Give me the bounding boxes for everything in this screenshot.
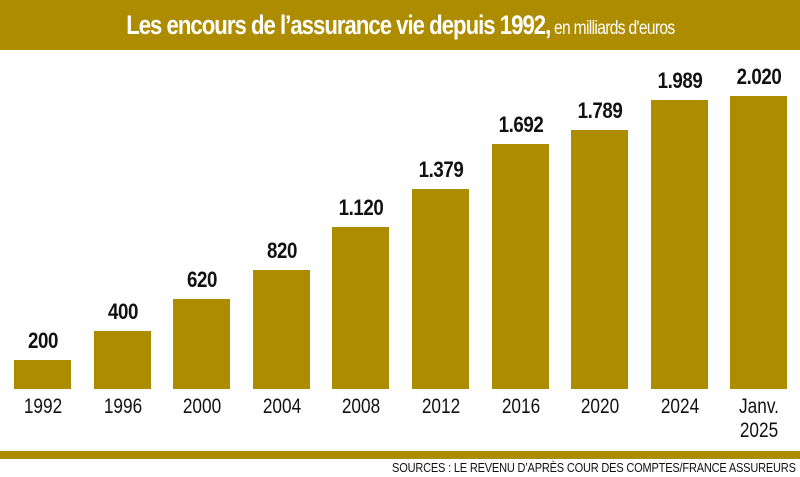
bar-value-label: 200 <box>27 328 58 353</box>
x-axis-label: 1996 <box>103 395 142 418</box>
chart-title-banner: Les encours de l’assurance vie depuis 19… <box>0 0 800 50</box>
x-axis-label: 2000 <box>182 395 221 418</box>
bar-chart: 200 1992 400 1996 620 2000 820 2004 1.120 2008 1.3… <box>0 50 800 450</box>
source-note: SOURCES : LE REVENU D’APRÈS COUR DES COM… <box>392 461 796 475</box>
bar-value-label: 1.379 <box>418 157 463 182</box>
bar <box>412 189 469 389</box>
bar-value-label: 400 <box>107 299 138 324</box>
x-axis-label: 1992 <box>23 395 62 418</box>
bottom-rule <box>0 451 800 459</box>
bar <box>14 360 71 389</box>
x-axis-label: 2020 <box>580 395 619 418</box>
bar-value-label: 1.989 <box>657 68 702 93</box>
x-axis-label: 2012 <box>421 395 460 418</box>
bar-value-label: 1.120 <box>338 195 383 220</box>
bar-value-label: 1.789 <box>577 98 622 123</box>
x-axis-label: 2024 <box>660 395 699 418</box>
bar <box>571 130 628 389</box>
bar-value-label: 1.692 <box>498 112 543 137</box>
x-axis-label: Janv. 2025 <box>738 395 779 442</box>
x-axis-label: 2016 <box>501 395 540 418</box>
bar-value-label: 820 <box>266 238 297 263</box>
chart-title: Les encours de l’assurance vie depuis 19… <box>125 9 675 41</box>
x-axis-label: 2004 <box>262 395 301 418</box>
bar <box>651 100 708 389</box>
x-axis-label: 2008 <box>341 395 380 418</box>
bar <box>492 144 549 389</box>
bar <box>332 227 389 389</box>
bar-value-label: 2.020 <box>736 64 781 89</box>
bar-value-label: 620 <box>186 267 217 292</box>
bar <box>730 96 787 389</box>
bar <box>94 331 151 389</box>
bar <box>173 299 230 389</box>
chart-title-unit: en milliards d'euros <box>549 17 675 39</box>
bar <box>253 270 310 389</box>
chart-title-main: Les encours de l’assurance vie depuis 19… <box>125 9 551 40</box>
